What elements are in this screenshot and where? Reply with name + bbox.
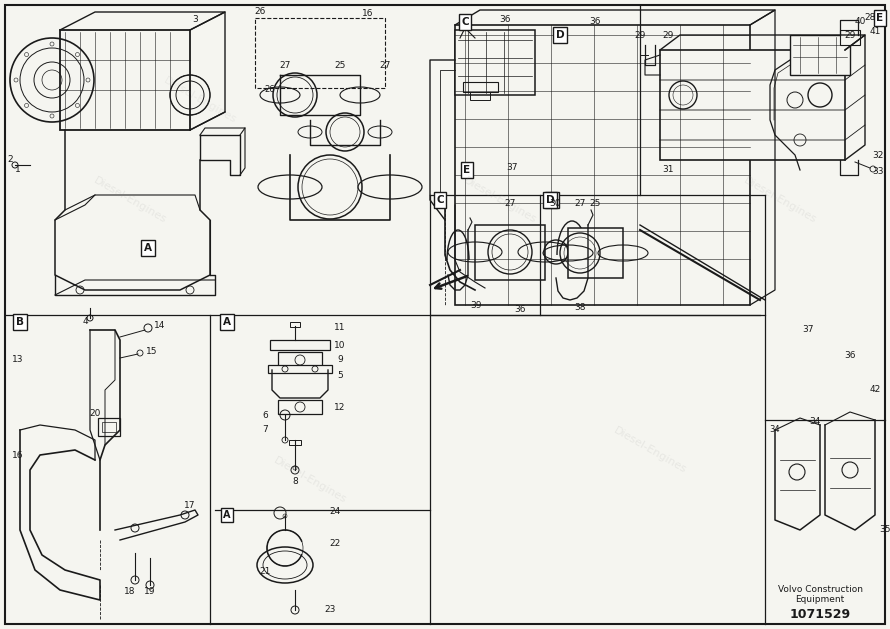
Text: 16: 16 [362, 9, 374, 18]
Text: 7: 7 [263, 425, 268, 435]
Text: 28: 28 [864, 13, 876, 23]
Text: 11: 11 [335, 323, 345, 333]
Bar [268, 365, 332, 373]
Text: C: C [461, 17, 469, 27]
Text: 1071529: 1071529 [789, 608, 851, 621]
Text: 20: 20 [89, 409, 101, 418]
Bar [475, 225, 545, 280]
Text: 30: 30 [549, 199, 561, 208]
Text: 36: 36 [845, 350, 856, 360]
Text: 39: 39 [470, 301, 481, 311]
Bar [455, 30, 535, 95]
Text: 37: 37 [802, 325, 813, 335]
Bar [270, 340, 330, 350]
Text: 36: 36 [589, 18, 601, 26]
Text: 1: 1 [15, 165, 20, 174]
Text: 42: 42 [870, 386, 880, 394]
Text: 14: 14 [154, 321, 166, 330]
Text: 31: 31 [662, 165, 674, 174]
Bar [470, 92, 490, 100]
Text: 9: 9 [337, 355, 343, 364]
Text: Volvo Construction: Volvo Construction [778, 586, 862, 594]
Text: 4: 4 [82, 318, 88, 326]
Text: 10: 10 [335, 340, 345, 350]
Text: 21: 21 [259, 567, 271, 577]
Text: 2: 2 [7, 155, 12, 165]
Bar [290, 322, 300, 327]
Text: 36: 36 [514, 306, 526, 314]
Text: 22: 22 [329, 538, 341, 547]
Bar [102, 422, 116, 432]
Text: 3: 3 [192, 16, 198, 25]
Text: 23: 23 [324, 606, 336, 615]
Text: 41: 41 [870, 28, 881, 36]
Text: 16: 16 [12, 450, 24, 460]
Text: C: C [436, 195, 444, 205]
Text: 18: 18 [125, 587, 136, 596]
Text: B: B [548, 195, 556, 205]
Text: 17: 17 [184, 501, 196, 509]
Text: 19: 19 [144, 587, 156, 596]
Text: Diesel-Engines: Diesel-Engines [162, 75, 239, 125]
Bar [255, 18, 385, 88]
Text: D: D [555, 30, 564, 40]
Text: 27: 27 [574, 199, 586, 208]
Text: 26: 26 [264, 86, 275, 94]
Text: A: A [223, 317, 231, 327]
Bar [568, 228, 623, 278]
Text: Equipment: Equipment [796, 596, 845, 604]
Bar [60, 30, 190, 130]
Text: E: E [877, 13, 884, 23]
Bar [98, 418, 120, 436]
Bar [840, 30, 860, 45]
Text: 29: 29 [635, 30, 645, 40]
Text: 29: 29 [662, 30, 674, 40]
Text: 38: 38 [574, 304, 586, 313]
Text: B: B [16, 317, 24, 327]
Text: 33: 33 [872, 167, 884, 177]
Text: 15: 15 [146, 347, 158, 357]
Text: 40: 40 [854, 18, 866, 26]
Bar [289, 440, 301, 445]
Text: 36: 36 [499, 16, 511, 25]
Text: 27: 27 [505, 199, 515, 208]
Text: 12: 12 [335, 403, 345, 411]
Text: 25: 25 [589, 199, 601, 208]
Text: E: E [464, 165, 471, 175]
Text: 27: 27 [379, 60, 391, 69]
Text: 27: 27 [279, 60, 291, 69]
Text: A: A [223, 510, 231, 520]
Text: 8: 8 [292, 477, 298, 486]
Text: A: A [144, 243, 152, 253]
Text: 5: 5 [337, 370, 343, 379]
Text: 32: 32 [872, 150, 884, 160]
Bar [790, 35, 850, 75]
Bar [455, 25, 750, 305]
Text: Diesel-Engines: Diesel-Engines [462, 175, 538, 225]
Text: 24: 24 [329, 508, 341, 516]
Bar [278, 400, 322, 414]
Text: 26: 26 [255, 8, 266, 16]
Text: 13: 13 [12, 355, 24, 364]
Text: 6: 6 [263, 411, 268, 420]
Bar [660, 50, 845, 160]
Text: 37: 37 [506, 164, 518, 172]
Text: 34: 34 [809, 418, 821, 426]
Bar [463, 82, 498, 92]
Text: 35: 35 [879, 525, 890, 535]
Bar [278, 352, 322, 368]
Text: Diesel-Engines: Diesel-Engines [271, 455, 348, 505]
Text: Diesel-Engines: Diesel-Engines [611, 425, 688, 475]
Text: 25: 25 [335, 60, 345, 69]
Text: Diesel-Engines: Diesel-Engines [742, 175, 818, 225]
Text: Diesel-Engines: Diesel-Engines [92, 175, 168, 225]
Text: D: D [546, 195, 554, 205]
Text: 34: 34 [770, 425, 781, 435]
Text: 29: 29 [845, 30, 855, 40]
